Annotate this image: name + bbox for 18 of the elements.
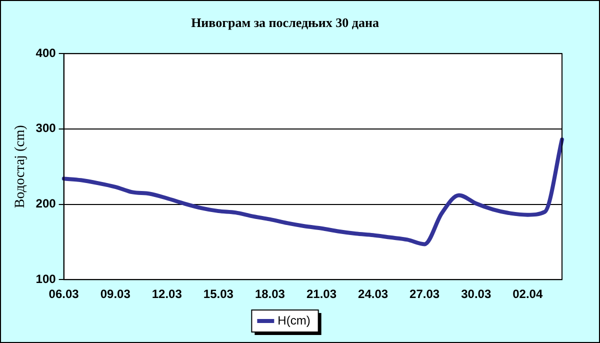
y-tick-label: 100 [36, 272, 56, 286]
x-tick-label: 12.03 [152, 287, 182, 302]
y-tick-label: 300 [36, 121, 56, 136]
x-tick-label: 24.03 [358, 287, 388, 302]
y-tick-label: 400 [36, 46, 56, 60]
line-series [62, 137, 564, 246]
x-tick-label: 30.03 [461, 287, 492, 302]
legend-label: H(cm) [278, 313, 310, 328]
x-tick-label: 02.04 [512, 287, 543, 302]
x-tick-label: 21.03 [306, 287, 337, 302]
y-axis-title: Водостај (cm) [13, 124, 28, 208]
chart-title: Нивограм за последњих 30 дана [191, 15, 380, 30]
x-tick-label: 09.03 [100, 287, 131, 302]
x-tick-label: 18.03 [254, 287, 286, 302]
x-tick-label: 27.03 [410, 287, 440, 302]
y-tick-label: 200 [36, 196, 56, 211]
x-tick-label: 15.03 [203, 287, 234, 302]
x-tick-label: 06.03 [48, 287, 80, 302]
